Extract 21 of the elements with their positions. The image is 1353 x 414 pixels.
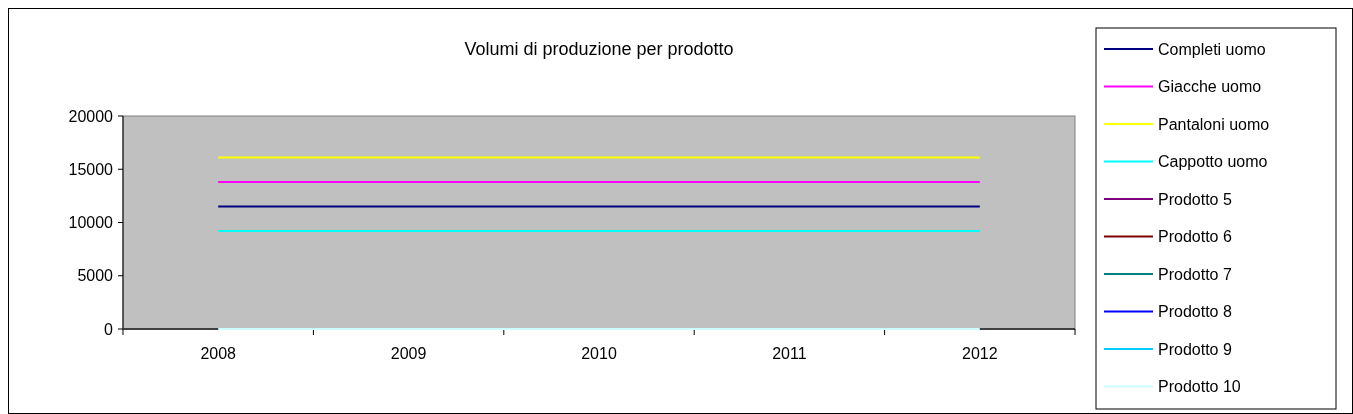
legend-label: Cappotto uomo [1158, 153, 1268, 171]
x-tick-label: 2009 [390, 345, 427, 362]
legend-label: Prodotto 5 [1158, 190, 1232, 208]
x-tick-label: 2008 [200, 345, 237, 362]
legend-label: Pantaloni uomo [1158, 115, 1270, 133]
legend-label: Prodotto 8 [1158, 303, 1232, 321]
y-tick-label: 20000 [68, 107, 114, 125]
legend-label: Prodotto 7 [1158, 265, 1232, 283]
legend-label: Giacche uomo [1158, 78, 1262, 96]
legend-label: Prodotto 9 [1158, 340, 1232, 358]
y-tick-label: 0 [104, 320, 114, 338]
x-tick-label: 2012 [962, 345, 998, 362]
legend-label: Prodotto 10 [1158, 378, 1241, 396]
x-tick-label: 2011 [772, 345, 807, 362]
y-tick-label: 15000 [68, 160, 114, 178]
legend-label: Prodotto 6 [1158, 228, 1232, 246]
x-tick-label: 2010 [581, 345, 617, 362]
chart-title: Volumi di produzione per prodotto [464, 39, 734, 59]
legend-label: Completi uomo [1158, 40, 1266, 58]
y-tick-label: 5000 [77, 267, 114, 285]
y-tick-label: 10000 [68, 214, 114, 232]
